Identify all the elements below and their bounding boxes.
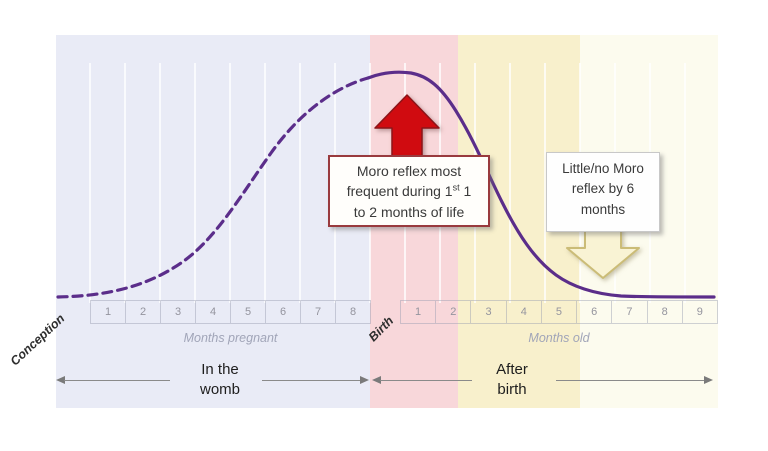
postnatal-month-cell: 7 [612, 300, 648, 324]
fade-callout: Little/no Moro reflex by 6 months [546, 152, 660, 232]
fade-callout-line3: months [580, 201, 626, 217]
months-pregnant-caption: Months pregnant [183, 331, 278, 345]
fade-callout-line1: Little/no Moro [562, 161, 644, 176]
afterbirth-range-left-line [380, 380, 472, 381]
womb-range-left-line [64, 380, 170, 381]
peak-callout-line2: frequent during 1st 1 [346, 182, 472, 200]
prenatal-month-cell: 7 [301, 300, 336, 324]
prenatal-month-cell: 8 [336, 300, 371, 324]
peak-callout: Moro reflex most frequent during 1st 1 t… [328, 155, 490, 227]
months-old-caption: Months old [528, 331, 590, 345]
prenatal-month-cell: 2 [126, 300, 161, 324]
prenatal-month-cell: 5 [231, 300, 266, 324]
superscript-st: st [452, 182, 460, 193]
postnatal-month-cell: 5 [541, 300, 578, 324]
afterbirth-range-left-arrowhead [372, 376, 381, 384]
postnatal-month-axis: 1 2 3 4 5 6 7 8 9 [400, 300, 718, 324]
postnatal-month-cell: 9 [682, 300, 718, 324]
peak-callout-line3: to 2 months of life [353, 203, 465, 220]
prenatal-month-cell: 1 [90, 300, 126, 324]
prenatal-month-cell: 6 [266, 300, 301, 324]
postnatal-month-cell: 8 [647, 300, 683, 324]
afterbirth-range-right-line [556, 380, 706, 381]
fade-callout-line2: reflex by 6 [571, 181, 635, 197]
afterbirth-range-right-arrowhead [704, 376, 713, 384]
curve-postnatal-solid [366, 70, 716, 299]
womb-range-left-arrowhead [56, 376, 65, 384]
afterbirth-range-label: After birth [496, 361, 528, 398]
postnatal-month-cell: 1 [400, 300, 437, 324]
postnatal-month-cell: 2 [436, 300, 472, 324]
peak-callout-line1: Moro reflex most [356, 163, 462, 179]
moro-reflex-curve [56, 70, 716, 299]
prenatal-month-cell: 4 [196, 300, 231, 324]
postnatal-month-cell: 6 [577, 300, 613, 324]
womb-range-right-arrowhead [360, 376, 369, 384]
postnatal-month-cell: 4 [506, 300, 542, 324]
curve-prenatal-dashed [56, 76, 370, 299]
postnatal-month-cell: 3 [471, 300, 507, 324]
womb-range-right-line [262, 380, 362, 381]
up-arrow-icon [374, 94, 440, 160]
womb-range-label: In the womb [199, 361, 240, 398]
prenatal-month-cell: 3 [161, 300, 196, 324]
prenatal-month-axis: 1 2 3 4 5 6 7 8 [90, 300, 371, 324]
